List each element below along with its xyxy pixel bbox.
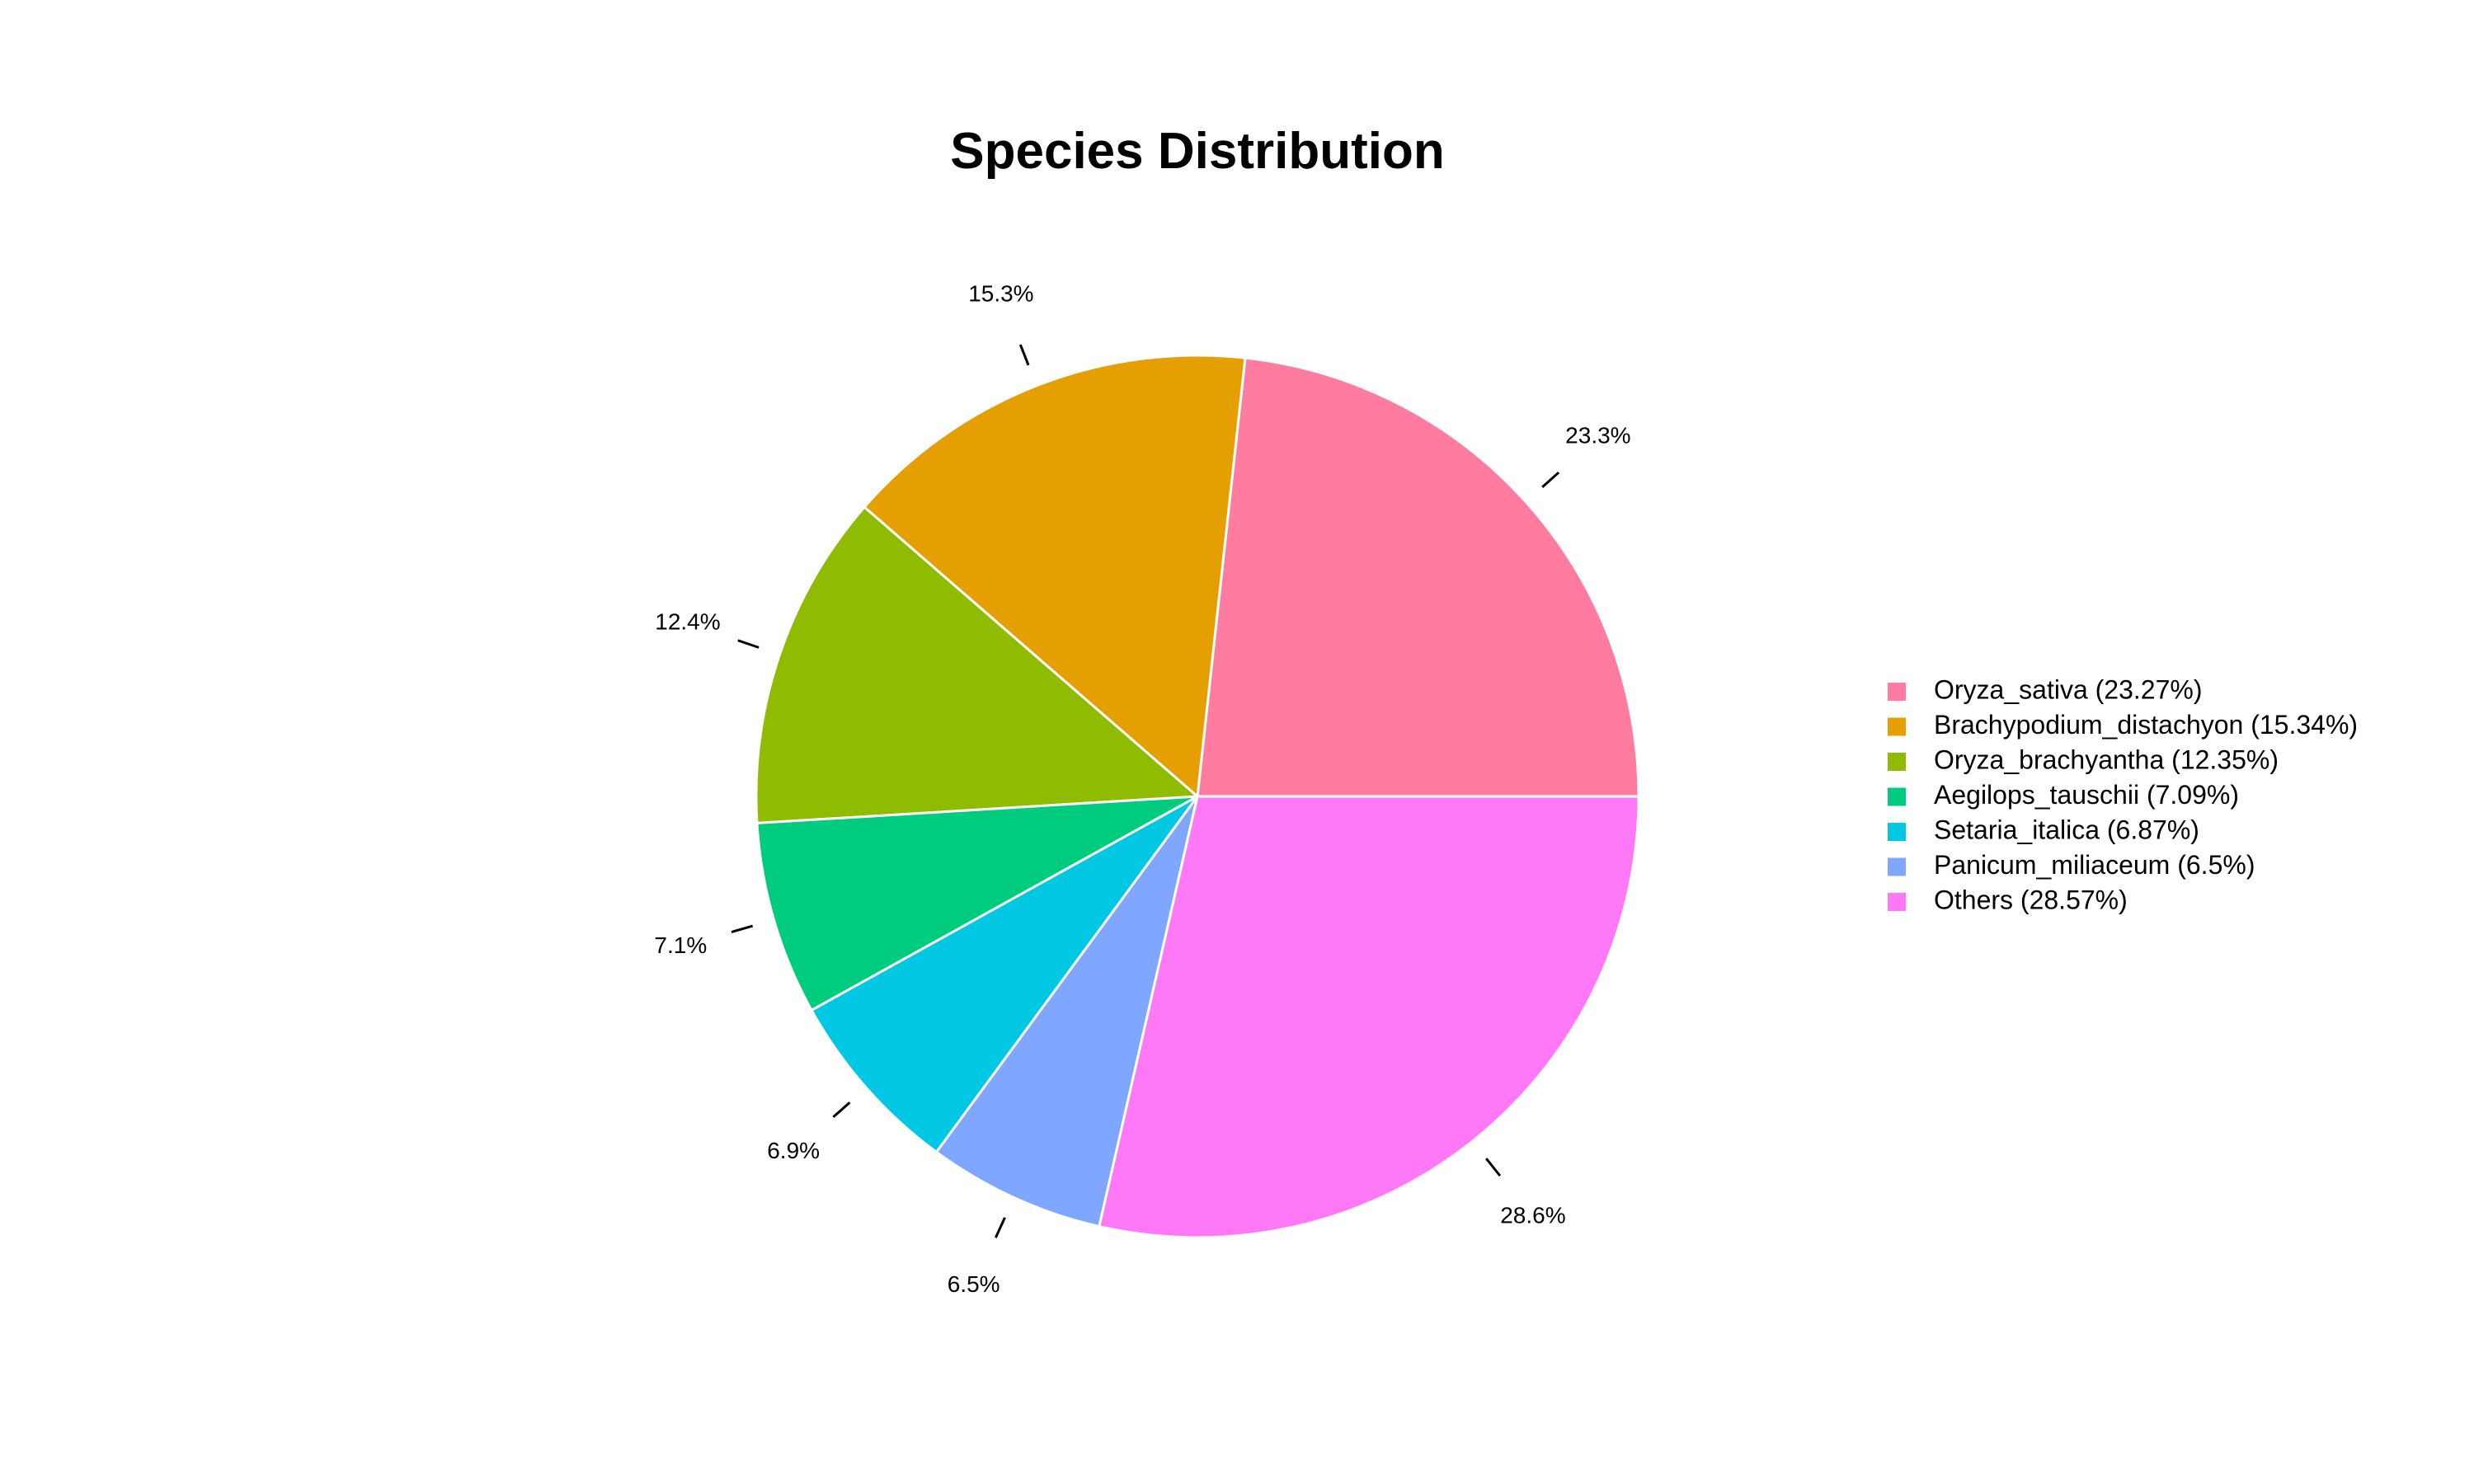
legend-label: Oryza_sativa (23.27%) xyxy=(1934,674,2202,704)
label-tick-oryza-brachyantha xyxy=(737,639,760,649)
slice-label-panicum-miliaceum: 6.5% xyxy=(948,1271,1000,1297)
pie-slice-aegilops-tauschii xyxy=(755,795,1198,1012)
slice-label-aegilops-tauschii: 7.1% xyxy=(654,932,707,958)
slice-labels: 23.3% 15.3% 12.4% 7.1% 6.9% 6.5% 28.6% xyxy=(654,281,1630,1297)
slice-label-oryza-brachyantha: 12.4% xyxy=(655,609,720,635)
slice-label-oryza-sativa: 23.3% xyxy=(1565,423,1630,448)
chart-title: Species Distribution xyxy=(950,123,1444,180)
slice-label-others: 28.6% xyxy=(1500,1203,1565,1228)
legend-item-aegilops-tauschii: Aegilops_tauschii (7.09%) xyxy=(1888,780,2239,810)
legend-swatch xyxy=(1888,683,1906,701)
legend: Oryza_sativa (23.27%) Brachypodium_distac… xyxy=(1888,674,2358,914)
label-tick-panicum-miliaceum xyxy=(994,1217,1006,1238)
legend-swatch xyxy=(1888,893,1906,911)
legend-swatch xyxy=(1888,717,1906,736)
legend-swatch xyxy=(1888,857,1906,876)
label-tick-others xyxy=(1485,1158,1502,1177)
legend-item-setaria-italica: Setaria_italica (6.87%) xyxy=(1888,815,2199,844)
pie-slices xyxy=(755,354,1640,1239)
pie-slice-panicum-miliaceum xyxy=(934,796,1199,1228)
pie-slice-setaria-italica xyxy=(810,795,1199,1154)
slice-label-brachypodium-distachyon: 15.3% xyxy=(968,281,1033,307)
legend-item-brachypodium-distachyon: Brachypodium_distachyon (15.34%) xyxy=(1888,710,2358,740)
slice-label-setaria-italica: 6.9% xyxy=(767,1138,820,1163)
legend-label: Setaria_italica (6.87%) xyxy=(1934,815,2199,844)
label-tick-brachypodium-distachyon xyxy=(1018,344,1030,366)
legend-item-panicum-miliaceum: Panicum_miliaceum (6.5%) xyxy=(1888,850,2255,880)
legend-swatch xyxy=(1888,823,1906,841)
legend-item-oryza-brachyantha: Oryza_brachyantha (12.35%) xyxy=(1888,744,2279,774)
label-tick-aegilops-tauschii xyxy=(731,924,754,933)
legend-label: Brachypodium_distachyon (15.34%) xyxy=(1934,710,2358,740)
label-tick-oryza-sativa xyxy=(1541,471,1560,489)
legend-swatch xyxy=(1888,787,1906,806)
legend-item-others: Others (28.57%) xyxy=(1888,885,2128,914)
legend-label: Aegilops_tauschii (7.09%) xyxy=(1934,780,2239,810)
label-tick-setaria-italica xyxy=(832,1101,851,1119)
legend-label: Oryza_brachyantha (12.35%) xyxy=(1934,744,2279,774)
legend-label: Panicum_miliaceum (6.5%) xyxy=(1934,850,2255,880)
pie-slice-oryza-brachyantha xyxy=(755,505,1201,825)
pie-slice-oryza-sativa xyxy=(1196,356,1640,798)
pie-slice-others xyxy=(1098,795,1640,1239)
legend-label: Others (28.57%) xyxy=(1934,885,2128,914)
legend-swatch xyxy=(1888,753,1906,771)
pie-slice-brachypodium-distachyon xyxy=(863,354,1247,800)
legend-item-oryza-sativa: Oryza_sativa (23.27%) xyxy=(1888,674,2202,704)
